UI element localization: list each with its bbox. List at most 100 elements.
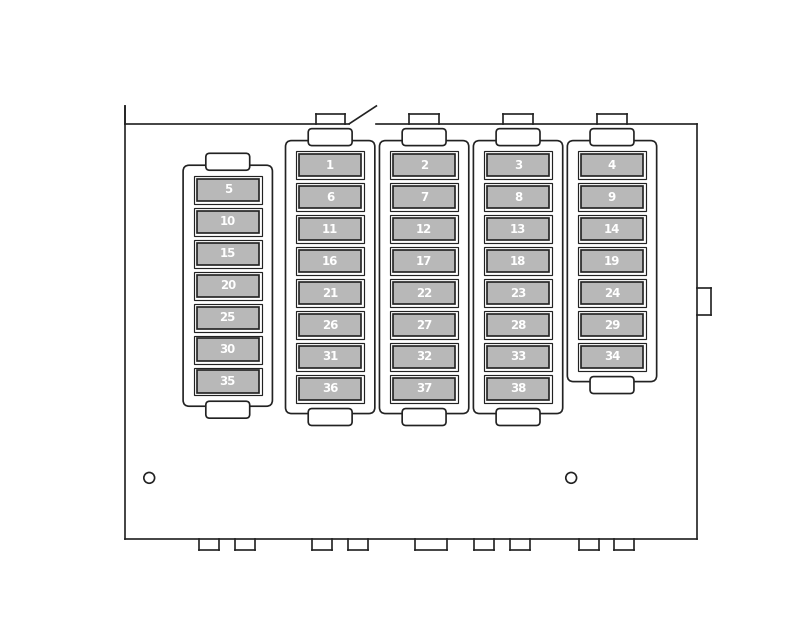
Bar (393, 186, 455, 208)
Bar (578, 151, 646, 179)
Bar (196, 179, 259, 201)
Bar (194, 335, 262, 364)
Text: 11: 11 (322, 222, 339, 236)
Text: 22: 22 (416, 286, 432, 300)
Text: 34: 34 (604, 350, 621, 364)
Text: 29: 29 (604, 318, 621, 332)
Text: 10: 10 (220, 215, 236, 228)
Text: 38: 38 (510, 382, 526, 396)
Bar (390, 247, 458, 275)
Bar (194, 208, 262, 236)
Bar (578, 279, 646, 307)
Bar (196, 339, 259, 361)
Bar (581, 250, 643, 272)
Text: 14: 14 (604, 222, 621, 236)
FancyBboxPatch shape (496, 408, 540, 426)
Bar (487, 186, 549, 208)
Text: 21: 21 (322, 286, 339, 300)
Text: 5: 5 (224, 183, 232, 196)
Bar (194, 240, 262, 268)
Bar (393, 250, 455, 272)
Text: 1: 1 (326, 158, 335, 172)
FancyBboxPatch shape (590, 128, 634, 146)
Bar (393, 154, 455, 176)
Bar (487, 154, 549, 176)
Text: 19: 19 (604, 254, 621, 268)
Bar (484, 215, 552, 243)
FancyBboxPatch shape (206, 401, 250, 418)
FancyBboxPatch shape (567, 141, 657, 381)
FancyBboxPatch shape (285, 141, 375, 413)
Text: 32: 32 (416, 350, 432, 364)
Bar (487, 378, 549, 400)
Text: 27: 27 (416, 318, 432, 332)
Text: 17: 17 (416, 254, 432, 268)
Bar (581, 346, 643, 368)
Bar (581, 282, 643, 304)
Bar (393, 218, 455, 240)
Bar (393, 314, 455, 336)
FancyBboxPatch shape (380, 141, 469, 413)
Bar (578, 215, 646, 243)
Bar (484, 343, 552, 371)
Text: 30: 30 (220, 343, 236, 356)
Bar (390, 151, 458, 179)
FancyBboxPatch shape (308, 128, 352, 146)
Text: 35: 35 (220, 375, 236, 388)
Text: 15: 15 (220, 247, 236, 260)
Bar (393, 378, 455, 400)
Bar (581, 154, 643, 176)
FancyBboxPatch shape (308, 408, 352, 426)
FancyBboxPatch shape (473, 141, 562, 413)
Bar (393, 346, 455, 368)
Bar (299, 186, 361, 208)
Bar (487, 282, 549, 304)
Bar (297, 375, 364, 403)
Bar (299, 378, 361, 400)
Bar (299, 282, 361, 304)
Bar (578, 247, 646, 275)
Bar (581, 186, 643, 208)
Bar (297, 151, 364, 179)
FancyBboxPatch shape (206, 153, 250, 170)
Text: 16: 16 (322, 254, 339, 268)
Text: 2: 2 (420, 158, 428, 172)
Bar (484, 183, 552, 211)
FancyBboxPatch shape (183, 166, 272, 406)
Bar (390, 311, 458, 339)
Bar (299, 154, 361, 176)
Bar (578, 311, 646, 339)
Text: 18: 18 (510, 254, 526, 268)
Bar (487, 346, 549, 368)
Text: 24: 24 (604, 286, 621, 300)
Text: 37: 37 (416, 382, 432, 396)
Bar (299, 314, 361, 336)
Bar (484, 375, 552, 403)
Bar (196, 211, 259, 233)
Bar (393, 282, 455, 304)
Bar (196, 371, 259, 393)
Text: 36: 36 (322, 382, 339, 396)
Bar (194, 176, 262, 204)
Bar (484, 247, 552, 275)
Text: 9: 9 (608, 190, 617, 204)
Text: 6: 6 (326, 190, 335, 204)
Bar (299, 346, 361, 368)
Bar (390, 343, 458, 371)
FancyBboxPatch shape (590, 376, 634, 394)
FancyBboxPatch shape (402, 408, 446, 426)
Bar (299, 218, 361, 240)
Text: 4: 4 (608, 158, 617, 172)
Text: 26: 26 (322, 318, 339, 332)
Bar (390, 183, 458, 211)
Bar (196, 243, 259, 265)
Bar (390, 375, 458, 403)
FancyBboxPatch shape (496, 128, 540, 146)
Bar (487, 218, 549, 240)
Text: 20: 20 (220, 279, 236, 292)
Bar (297, 343, 364, 371)
Bar (297, 183, 364, 211)
Bar (297, 311, 364, 339)
Bar (484, 311, 552, 339)
Text: 23: 23 (510, 286, 526, 300)
